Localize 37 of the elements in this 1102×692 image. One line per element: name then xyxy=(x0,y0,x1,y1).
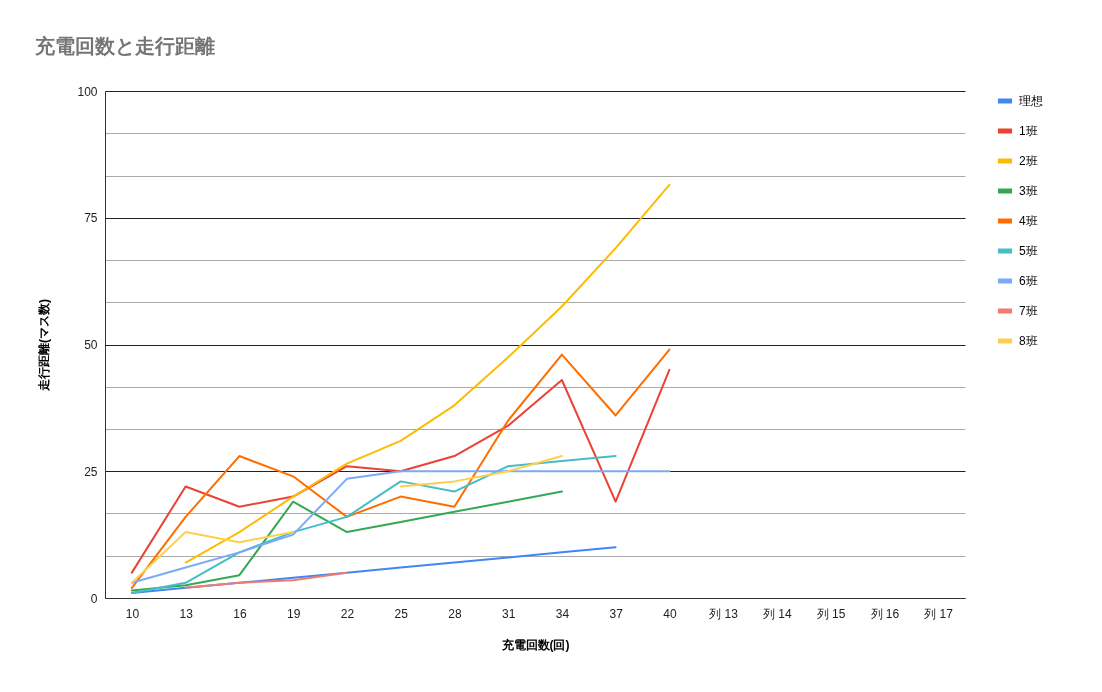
x-tick-label: 25 xyxy=(394,606,409,621)
x-tick-label: 列 17 xyxy=(924,606,954,621)
line-series xyxy=(184,183,671,564)
x-tick-label: 13 xyxy=(179,606,194,621)
x-tick-label: 40 xyxy=(663,606,677,621)
legend-label: 2班 xyxy=(1019,154,1038,168)
legend-label: 理想 xyxy=(1019,94,1043,108)
legend-label: 7班 xyxy=(1019,304,1038,318)
x-tick-label: 10 xyxy=(125,606,140,621)
x-tick-label: 31 xyxy=(501,606,516,621)
legend-label: 6班 xyxy=(1019,274,1038,288)
legend-label: 5班 xyxy=(1019,244,1038,258)
x-tick-label: 列 14 xyxy=(763,606,793,621)
x-tick-label: 列 15 xyxy=(816,606,846,621)
x-tick-label: 22 xyxy=(340,606,355,621)
x-tick-label: 16 xyxy=(233,606,247,621)
legend-label: 1班 xyxy=(1019,124,1038,138)
legend-label: 4班 xyxy=(1019,214,1038,228)
x-tick-label: 28 xyxy=(448,606,462,621)
legend-label: 8班 xyxy=(1019,334,1038,348)
x-tick-label: 19 xyxy=(286,606,301,621)
line-series xyxy=(130,455,617,594)
x-tick-label: 列 16 xyxy=(870,606,900,621)
x-tick-label: 列 13 xyxy=(709,606,739,621)
line-series xyxy=(130,490,563,592)
y-tick-label: 50 xyxy=(84,338,98,352)
x-axis-title: 充電回数(回) xyxy=(500,637,570,652)
y-tick-label: 25 xyxy=(84,464,98,479)
y-tick-label: 100 xyxy=(77,84,98,99)
y-axis-title: 走行距離(マス数) xyxy=(37,299,52,392)
x-tick-label: 37 xyxy=(609,606,624,621)
x-tick-label: 34 xyxy=(555,606,570,621)
y-tick-label: 75 xyxy=(84,211,98,226)
line-series xyxy=(184,571,348,589)
y-tick-label: 0 xyxy=(90,591,98,606)
chart-title: 充電回数と走行距離 xyxy=(34,35,215,57)
legend-label: 3班 xyxy=(1019,184,1038,198)
